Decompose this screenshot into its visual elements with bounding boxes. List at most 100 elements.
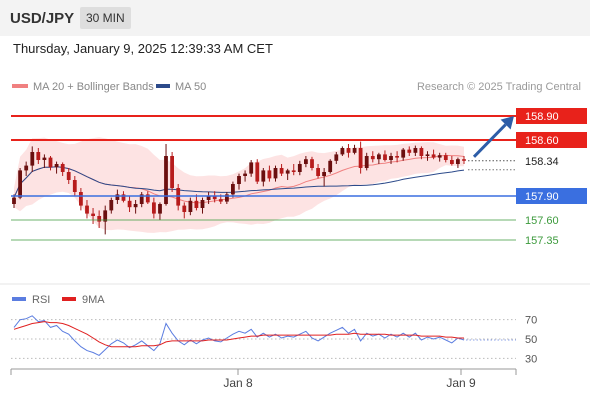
- candle: [346, 144, 351, 158]
- candle-body: [218, 199, 223, 202]
- candle-body: [231, 184, 235, 195]
- rsi-tick-label: 70: [525, 315, 537, 327]
- candle: [462, 156, 466, 164]
- candle-body: [127, 200, 132, 208]
- candle-body: [322, 172, 326, 176]
- candle: [370, 151, 375, 163]
- candle-body: [462, 159, 466, 161]
- candle: [158, 202, 162, 220]
- candle: [273, 165, 278, 182]
- candle-body: [243, 173, 247, 176]
- candle: [377, 152, 381, 164]
- candle: [249, 160, 254, 177]
- candle: [66, 168, 71, 184]
- resistance-label: 158.60: [525, 135, 559, 147]
- candle: [261, 168, 266, 187]
- candle-body: [91, 213, 95, 216]
- candle-body: [30, 152, 35, 166]
- candle-body: [188, 200, 193, 212]
- candle: [121, 191, 126, 203]
- candle-body: [225, 194, 229, 202]
- candle-body: [158, 204, 162, 214]
- candle-body: [352, 148, 357, 153]
- candle: [291, 164, 296, 176]
- candle: [407, 146, 412, 156]
- candle-body: [419, 148, 424, 156]
- candle: [395, 151, 399, 163]
- rsi-panel: 70 50 30: [11, 315, 537, 365]
- candle-body: [450, 160, 454, 164]
- forecast-arrow-head: [500, 116, 514, 130]
- candle-body: [54, 164, 59, 168]
- price-levels: 158.90 158.60 158.34 157.90 157.60 157.35: [11, 108, 587, 247]
- pivot-label-box: [516, 188, 587, 204]
- candle-body: [139, 194, 144, 204]
- price-level-pivot: 157.90: [11, 188, 587, 204]
- price-level-support: 157.35: [11, 235, 559, 247]
- candle: [54, 161, 59, 174]
- candle-body: [437, 155, 442, 158]
- candle-body: [443, 155, 448, 160]
- candle: [364, 152, 369, 171]
- candle: [18, 168, 22, 200]
- price-level-current: 158.34: [468, 152, 587, 169]
- candle: [389, 152, 393, 164]
- candle-body: [200, 200, 205, 208]
- price-level-support: 157.60: [11, 215, 559, 227]
- chart-header: USD/JPY 30 MIN: [0, 0, 590, 36]
- candle: [358, 141, 363, 174]
- candle: [170, 152, 174, 192]
- candle-body: [456, 159, 460, 164]
- rsi-legend-swatch: [12, 297, 26, 301]
- candle-body: [152, 202, 156, 214]
- candle-body: [267, 170, 272, 179]
- candle: [133, 200, 138, 214]
- candle: [425, 151, 430, 161]
- candle: [145, 191, 150, 204]
- rsi-tick-label: 30: [525, 353, 537, 365]
- pivot-label: 157.90: [525, 191, 559, 203]
- candle-body: [66, 172, 71, 180]
- candle: [42, 154, 47, 168]
- candle: [267, 165, 272, 182]
- candle: [431, 149, 436, 160]
- candle: [91, 208, 95, 224]
- candle-body: [279, 168, 284, 174]
- candle: [450, 156, 454, 166]
- candle: [419, 146, 424, 160]
- candle: [310, 156, 314, 171]
- support-label: 157.60: [525, 215, 559, 227]
- candle: [279, 164, 284, 176]
- candle: [456, 157, 460, 168]
- candle: [231, 181, 235, 198]
- candle-body: [212, 196, 217, 200]
- candle: [225, 192, 229, 204]
- candle: [36, 148, 41, 164]
- candle-body: [115, 194, 120, 200]
- price-level-resistance: 158.60: [11, 132, 587, 148]
- price-level-resistance: 158.90: [11, 108, 587, 124]
- candle-body: [273, 168, 278, 179]
- candle: [437, 152, 442, 162]
- rsi-ma9-line: [13, 321, 464, 348]
- candle-body: [164, 156, 168, 204]
- candle-body: [389, 156, 393, 160]
- candle-body: [85, 205, 89, 214]
- ma9-legend-swatch: [62, 297, 76, 301]
- candle: [200, 197, 205, 214]
- candle-body: [176, 188, 181, 206]
- candle-body: [285, 170, 290, 174]
- forecast-arrow-shaft: [472, 123, 507, 158]
- main-plot: [12, 137, 466, 235]
- candle-body: [328, 160, 333, 172]
- candle: [152, 197, 156, 219]
- resistance-label: 158.90: [525, 111, 559, 123]
- candle: [285, 168, 290, 180]
- candle-body: [194, 200, 199, 208]
- timeframe-button[interactable]: 30 MIN: [80, 7, 131, 29]
- ma50-legend-swatch: [156, 84, 170, 88]
- candle-body: [255, 162, 260, 182]
- candle-body: [79, 192, 83, 206]
- candle-body: [170, 156, 174, 188]
- candle-body: [413, 148, 418, 153]
